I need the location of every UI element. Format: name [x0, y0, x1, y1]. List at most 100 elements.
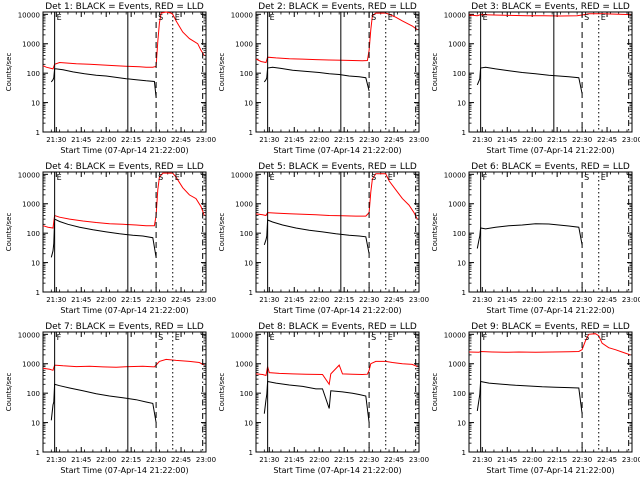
- marker-label: E: [601, 173, 606, 182]
- marker-label: E: [57, 173, 62, 182]
- x-axis-label: Start Time (07-Apr-14 21:22:00): [486, 146, 614, 155]
- x-tick-label: 22:30: [359, 456, 379, 464]
- x-tick-label: 22:45: [171, 456, 191, 464]
- y-tick-label: 1000: [235, 201, 253, 209]
- x-tick-label: 22:45: [171, 136, 191, 144]
- x-tick-label: 22:45: [597, 456, 617, 464]
- x-tick-label: 22:45: [384, 136, 404, 144]
- y-tick-label: 10: [457, 420, 466, 428]
- x-tick-label: 23:00: [409, 456, 429, 464]
- x-tick-label: 23:00: [622, 136, 640, 144]
- x-axis-label: Start Time (07-Apr-14 21:22:00): [273, 306, 401, 315]
- y-tick-label: 1000: [235, 361, 253, 369]
- x-tick-label: 22:00: [522, 296, 542, 304]
- panel-title: Det 9: BLACK = Events, RED = LLD: [471, 322, 630, 332]
- y-axis-label: Counts/sec: [218, 373, 226, 412]
- y-axis-label: Counts/sec: [218, 213, 226, 252]
- x-tick-label: 22:00: [522, 456, 542, 464]
- marker-label: E: [601, 333, 606, 342]
- x-tick-label: 22:30: [146, 136, 166, 144]
- x-tick-label: 22:15: [334, 136, 354, 144]
- y-tick-label: 100: [453, 390, 466, 398]
- y-tick-label: 1000: [448, 361, 466, 369]
- panel-title: Det 6: BLACK = Events, RED = LLD: [471, 162, 630, 172]
- panel-title: Det 4: BLACK = Events, RED = LLD: [45, 162, 204, 172]
- series-line-events: [50, 383, 157, 423]
- marker-label: E: [175, 13, 180, 22]
- y-tick-label: 1000: [448, 201, 466, 209]
- x-tick-label: 21:45: [284, 136, 304, 144]
- y-tick-label: 100: [453, 230, 466, 238]
- y-tick-label: 1000: [448, 41, 466, 49]
- x-tick-label: 22:15: [547, 456, 567, 464]
- y-tick-label: 10000: [18, 171, 40, 179]
- y-tick-label: 10: [457, 260, 466, 268]
- y-tick-label: 1: [36, 129, 40, 137]
- marker-label: F: [57, 333, 62, 342]
- x-tick-label: 22:00: [96, 136, 116, 144]
- series-line-lld: [255, 173, 418, 220]
- marker-label: S: [158, 333, 163, 342]
- x-tick-label: 22:00: [309, 456, 329, 464]
- x-tick-label: 23:00: [622, 296, 640, 304]
- series-line-events: [263, 66, 370, 92]
- marker-label: S: [584, 173, 589, 182]
- panel-det-7: Det 7: BLACK = Events, RED = LLD Counts/s…: [5, 322, 216, 475]
- series-line-lld: [42, 172, 205, 229]
- marker-label: S: [371, 13, 376, 22]
- series-line-lld: [42, 11, 205, 70]
- series-line-lld: [255, 12, 418, 64]
- x-tick-label: 22:00: [309, 136, 329, 144]
- series-line-events: [476, 223, 583, 249]
- x-tick-label: 22:45: [384, 296, 404, 304]
- marker-label: F: [483, 333, 488, 342]
- marker-label: S: [371, 333, 376, 342]
- panel-title: Det 5: BLACK = Events, RED = LLD: [258, 162, 417, 172]
- x-tick-label: 22:45: [171, 296, 191, 304]
- marker-label: E: [483, 13, 488, 22]
- x-tick-label: 21:45: [497, 456, 517, 464]
- y-tick-label: 10000: [18, 331, 40, 339]
- panel-title: Det 8: BLACK = Events, RED = LLD: [258, 322, 417, 332]
- marker-label: E: [270, 173, 275, 182]
- y-tick-label: 100: [240, 230, 253, 238]
- x-tick-label: 23:00: [196, 456, 216, 464]
- marker-label: S: [158, 13, 163, 22]
- x-axis-label: Start Time (07-Apr-14 21:22:00): [60, 146, 188, 155]
- x-tick-label: 22:45: [597, 296, 617, 304]
- y-axis-label: Counts/sec: [218, 53, 226, 92]
- y-axis-label: Counts/sec: [431, 373, 439, 412]
- y-tick-label: 1: [249, 129, 253, 137]
- y-tick-label: 1: [36, 449, 40, 457]
- y-tick-label: 1000: [235, 41, 253, 49]
- y-tick-label: 10: [31, 100, 40, 108]
- x-tick-label: 21:30: [259, 296, 279, 304]
- y-tick-label: 1: [36, 289, 40, 297]
- plot-frame: [468, 331, 633, 453]
- marker-label: E: [601, 13, 606, 22]
- plot-frame: [42, 331, 207, 453]
- x-tick-label: 23:00: [409, 296, 429, 304]
- plot-frame: [255, 331, 420, 453]
- x-tick-label: 21:45: [71, 136, 91, 144]
- x-tick-label: 21:30: [46, 296, 66, 304]
- x-axis-label: Start Time (07-Apr-14 21:22:00): [486, 466, 614, 475]
- y-tick-label: 1: [462, 129, 466, 137]
- y-tick-label: 1: [462, 449, 466, 457]
- panel-title: Det 7: BLACK = Events, RED = LLD: [45, 322, 204, 332]
- plot-frame: [468, 171, 633, 293]
- marker-label: E: [388, 173, 393, 182]
- series-line-lld: [42, 358, 205, 371]
- x-tick-label: 21:45: [284, 456, 304, 464]
- series-line-events: [50, 218, 157, 258]
- y-tick-label: 1000: [22, 361, 40, 369]
- panel-det-8: Det 8: BLACK = Events, RED = LLD Counts/s…: [218, 322, 429, 475]
- x-tick-label: 22:15: [334, 456, 354, 464]
- plot-frame: [42, 171, 207, 293]
- marker-label: S: [371, 173, 376, 182]
- y-tick-label: 10000: [231, 11, 253, 19]
- x-tick-label: 21:30: [259, 136, 279, 144]
- y-axis-label: Counts/sec: [5, 213, 13, 252]
- series-line-events: [476, 380, 583, 414]
- y-tick-label: 10: [31, 420, 40, 428]
